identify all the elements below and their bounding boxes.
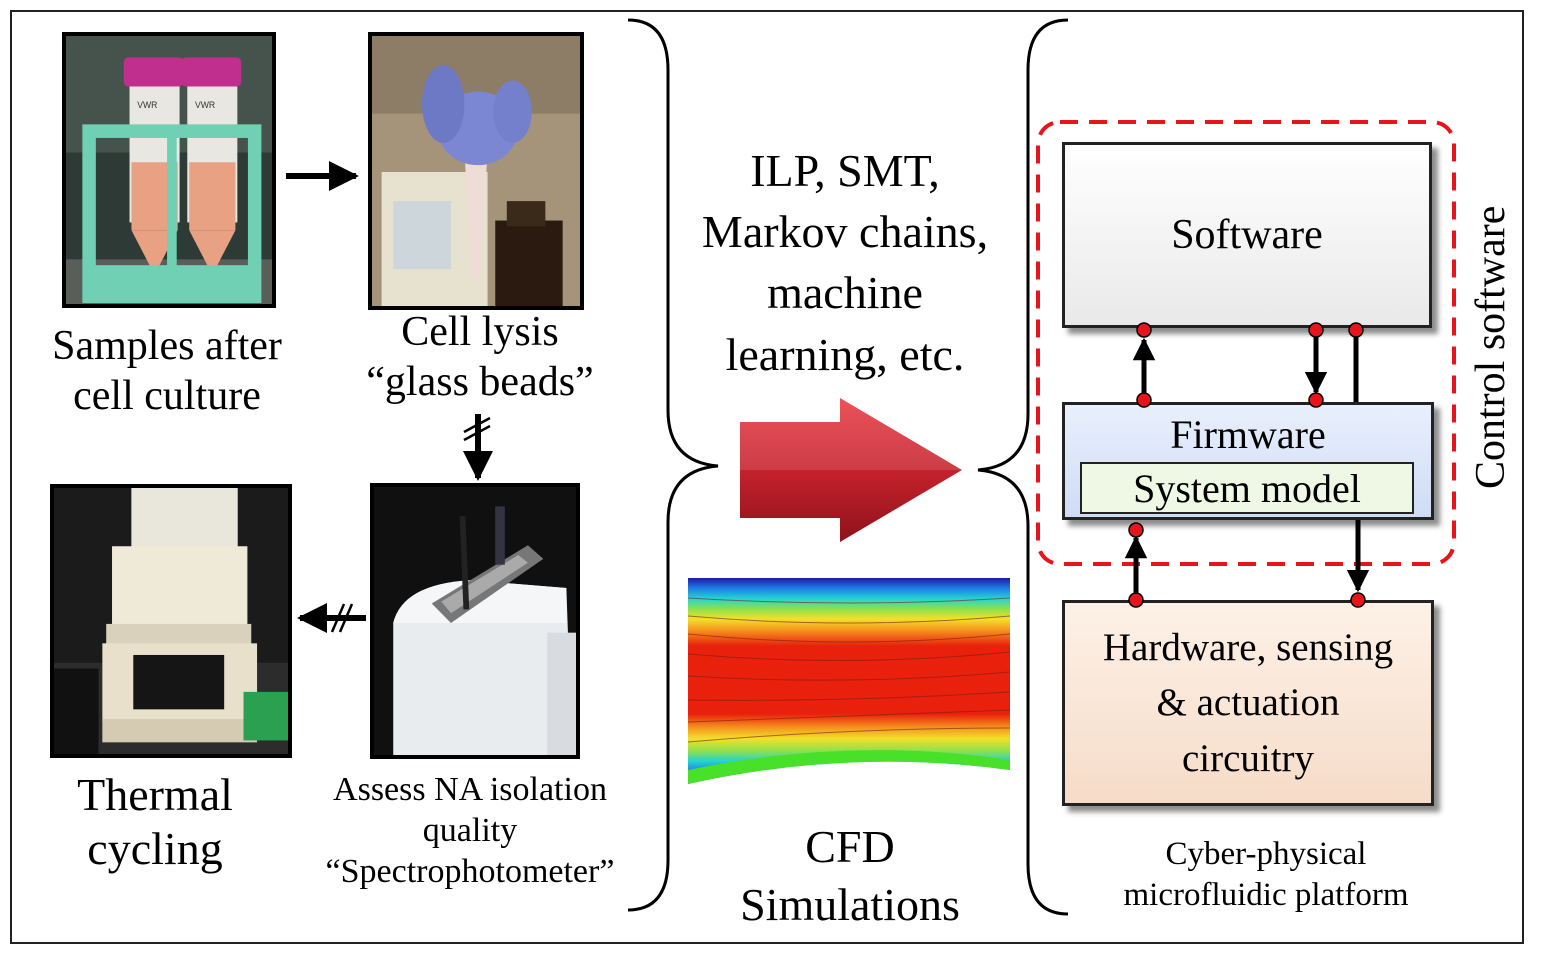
hardware-label-line1: Hardware, sensing xyxy=(1102,625,1394,669)
samples-label-line2: cell culture xyxy=(73,372,261,419)
cfd-label-line1: CFD xyxy=(805,821,895,872)
methods-line4: learning, etc. xyxy=(725,328,965,380)
cfd-plot xyxy=(687,578,1011,784)
big-red-arrow xyxy=(740,398,962,542)
cfd-label: CFD Simulations xyxy=(700,818,1000,933)
control-software-label: Control software xyxy=(1467,205,1517,489)
hardware-label-line2: & actuation xyxy=(1156,681,1340,725)
methods-line2: Markov chains, xyxy=(701,206,989,258)
figure-frame xyxy=(10,10,1524,944)
tube-brand-left: VWR xyxy=(137,100,157,110)
thermal-label-line2: cycling xyxy=(87,823,223,875)
cell-lysis-photo xyxy=(368,32,584,310)
thermal-cycler-photo xyxy=(50,484,292,758)
system-model-label: System model xyxy=(1133,465,1361,511)
platform-caption-line2: microfluidic platform xyxy=(1123,876,1409,913)
lysis-label-line1: Cell lysis xyxy=(401,309,559,355)
assess-label: Assess NA isolation quality “Spectrophot… xyxy=(290,770,650,892)
software-label: Software xyxy=(1171,212,1323,258)
thermal-label-line1: Thermal xyxy=(77,769,233,820)
methods-line3: machine xyxy=(767,267,923,319)
assess-label-line1: Assess NA isolation xyxy=(333,771,607,808)
assess-label-line2: quality xyxy=(422,811,518,849)
lysis-label: Cell lysis “glass beads” xyxy=(330,308,630,407)
break-mark-vertical xyxy=(463,416,491,442)
control-software-region xyxy=(1036,120,1456,566)
samples-label: Samples after cell culture xyxy=(10,322,324,421)
control-software-text: Control software xyxy=(1468,205,1514,489)
cfd-label-line2: Simulations xyxy=(740,878,960,930)
brace-left-facing xyxy=(977,18,1069,916)
assess-label-line3: “Spectrophotometer” xyxy=(325,852,615,890)
tube-brand-right: VWR xyxy=(195,100,215,110)
break-mark-horizontal xyxy=(330,603,354,633)
spectrophotometer-photo xyxy=(370,483,580,759)
brace-right-facing xyxy=(627,18,719,912)
platform-caption: Cyber-physical microfluidic platform xyxy=(1060,834,1472,916)
system-model-box: System model xyxy=(1080,462,1414,514)
hardware-label-line3: circuitry xyxy=(1181,736,1315,780)
lysis-label-line2: “glass beads” xyxy=(366,358,594,405)
hardware-box: Hardware, sensing & actuation circuitry xyxy=(1062,600,1434,806)
thermal-label: Thermal cycling xyxy=(20,768,290,877)
methods-text: ILP, SMT, Markov chains, machine learnin… xyxy=(670,140,1020,385)
samples-photo: VWR VWR xyxy=(62,32,276,308)
firmware-label: Firmware xyxy=(1170,412,1326,457)
platform-caption-line1: Cyber-physical xyxy=(1165,836,1367,872)
samples-label-line1: Samples after xyxy=(52,323,282,369)
software-box: Software xyxy=(1062,142,1432,328)
methods-line1: ILP, SMT, xyxy=(750,145,940,196)
